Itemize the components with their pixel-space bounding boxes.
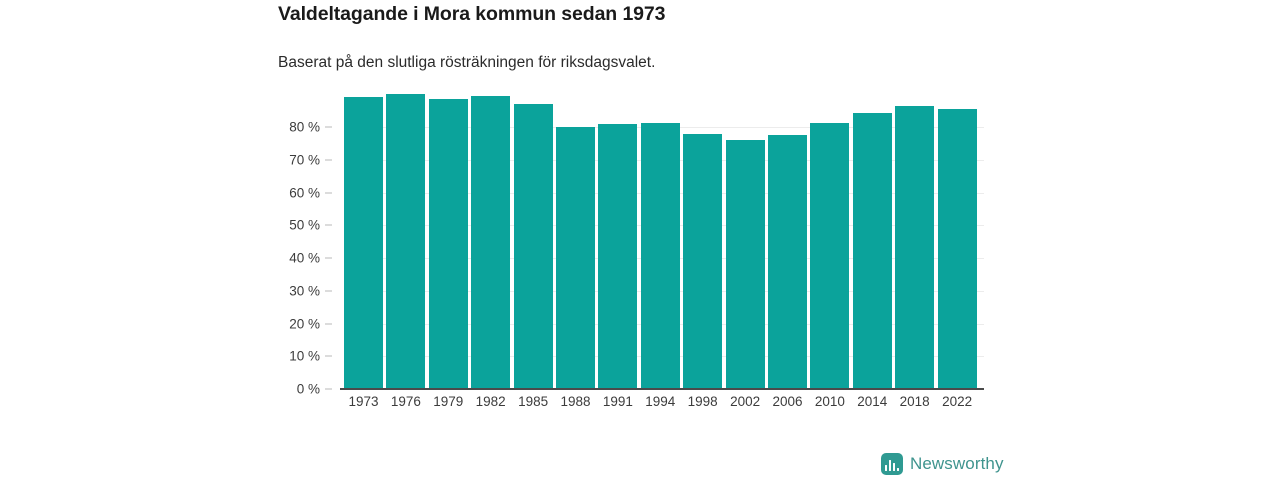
- y-axis-tick-label: 0 %: [296, 381, 320, 397]
- bar[interactable]: [725, 140, 765, 389]
- x-axis-tick-label: 1979: [433, 394, 464, 409]
- bar-chart-icon: [881, 453, 903, 475]
- bar[interactable]: [768, 135, 807, 389]
- bar[interactable]: [471, 95, 511, 389]
- bar[interactable]: [428, 99, 468, 389]
- y-axis-tick-label: 70 %: [289, 152, 320, 168]
- bar-chart-icon-glyph: [884, 459, 900, 471]
- x-axis-tick-label: 1988: [560, 394, 591, 409]
- y-axis-tick-label: 60 %: [289, 185, 320, 201]
- y-axis-tick-label: 30 %: [289, 283, 320, 299]
- x-axis-tick-label: 2014: [857, 394, 888, 409]
- y-axis-tick-label: 50 %: [289, 217, 320, 233]
- newsworthy-logo: Newsworthy: [881, 453, 1004, 475]
- x-axis-tick-label: 1982: [475, 394, 506, 409]
- y-axis-tick-mark: [325, 257, 332, 259]
- x-axis: 1973 1976 1979 1982 1985 1988 1991 1994 1998 2002…: [344, 394, 980, 418]
- chart-title: Valdeltagande i Mora kommun sedan 1973: [278, 3, 666, 25]
- bar[interactable]: [598, 124, 638, 389]
- bar[interactable]: [810, 123, 850, 389]
- y-axis-tick-mark: [325, 290, 332, 292]
- x-axis-tick-label: 1994: [645, 394, 676, 409]
- bar-chart: 0 % 10 % 20 % 30 % 40 % 50 % 60 % 70 % 80 % 1973…: [278, 88, 988, 413]
- chart-subtitle: Baserat på den slutliga rösträkningen fö…: [278, 54, 656, 71]
- bar[interactable]: [556, 126, 595, 389]
- bar[interactable]: [683, 134, 723, 389]
- y-axis-tick-mark: [325, 355, 332, 357]
- bar[interactable]: [386, 94, 426, 389]
- bar[interactable]: [513, 103, 553, 389]
- x-axis-tick-label: 2002: [730, 394, 761, 409]
- bar[interactable]: [852, 112, 892, 389]
- x-axis-tick-label: 1973: [348, 394, 379, 409]
- y-axis-tick-mark: [325, 224, 332, 226]
- bar[interactable]: [937, 108, 977, 389]
- x-axis-tick-label: 1998: [687, 394, 718, 409]
- x-axis-tick-label: 2022: [942, 394, 973, 409]
- y-axis-tick-mark: [325, 126, 332, 128]
- x-axis-tick-label: 1976: [390, 394, 421, 409]
- y-axis-tick-label: 10 %: [289, 348, 320, 364]
- x-axis-tick-label: 2010: [814, 394, 845, 409]
- bar[interactable]: [895, 106, 935, 389]
- x-axis-tick-label: 1985: [518, 394, 549, 409]
- bar[interactable]: [344, 96, 383, 389]
- y-axis-tick-mark: [325, 159, 332, 161]
- y-axis-tick-label: 20 %: [289, 316, 320, 332]
- newsworthy-logo-text: Newsworthy: [910, 454, 1004, 473]
- y-axis-tick-mark: [325, 388, 332, 390]
- y-axis-tick-mark: [325, 192, 332, 194]
- x-axis-tick-label: 2018: [899, 394, 930, 409]
- bar-series: [344, 88, 980, 389]
- y-axis-tick-label: 80 %: [289, 119, 320, 135]
- y-axis: 0 % 10 % 20 % 30 % 40 % 50 % 60 % 70 % 80 %: [278, 88, 338, 397]
- bar[interactable]: [640, 122, 680, 389]
- x-axis-line: [340, 388, 984, 390]
- y-axis-tick-label: 40 %: [289, 250, 320, 266]
- x-axis-tick-label: 2006: [772, 394, 803, 409]
- y-axis-tick-mark: [325, 323, 332, 325]
- x-axis-tick-label: 1991: [602, 394, 633, 409]
